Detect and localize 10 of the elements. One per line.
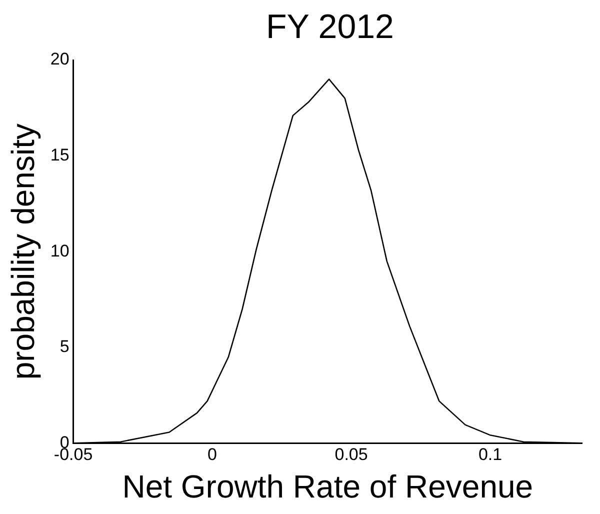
y-axis-title: probability density	[5, 124, 42, 380]
y-tick-label: 5	[60, 337, 70, 356]
x-tick-label: 0	[208, 445, 218, 464]
chart-title: FY 2012	[265, 8, 395, 47]
x-tick-label: 0.05	[334, 445, 368, 464]
x-axis-title: Net Growth Rate of Revenue	[122, 468, 534, 505]
y-tick-label: 20	[50, 50, 70, 69]
y-tick-label: 15	[50, 145, 70, 164]
x-tick-label: 0.1	[478, 445, 502, 464]
y-tick-label: 10	[50, 241, 70, 260]
